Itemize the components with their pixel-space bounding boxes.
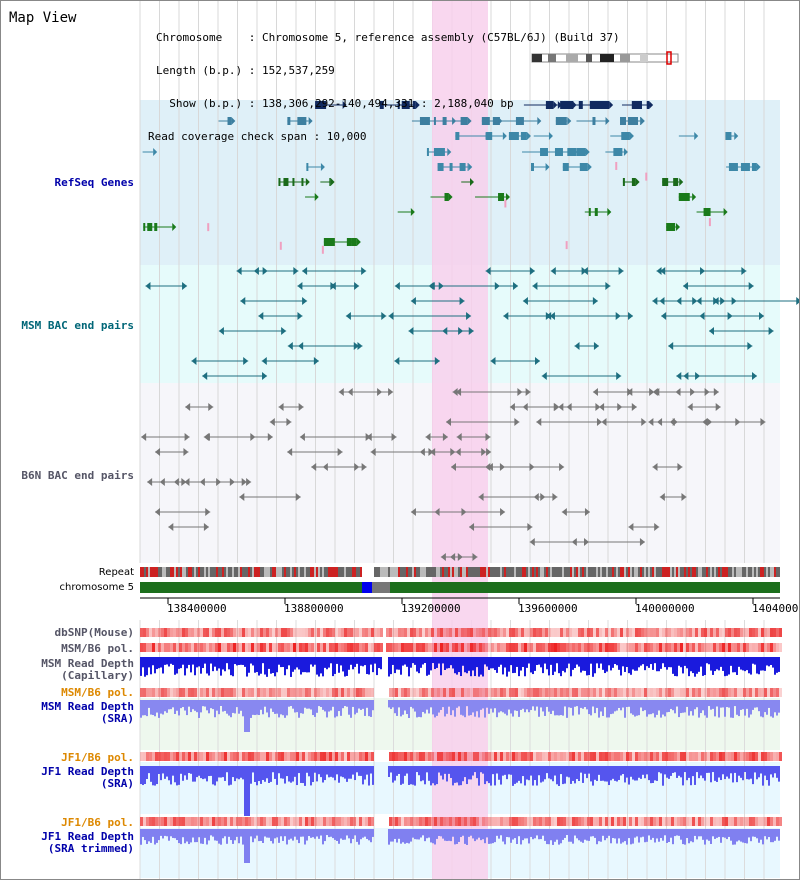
gap-marker <box>362 582 372 593</box>
track-label-jf1-read-depth-trimmed[interactable]: JF1 Read Depth (SRA trimmed) <box>41 830 134 855</box>
axis-tick-label: 138400000 <box>167 602 227 615</box>
chromosome-bar <box>140 582 780 593</box>
track-label-msm-b6-pol-sra[interactable]: MSM/B6 pol. <box>61 686 134 699</box>
length-info: Length (b.p.) : 152,537,259 <box>156 64 335 77</box>
axis-tick-label: 139200000 <box>401 602 461 615</box>
track-label-msm-read-depth-capillary[interactable]: MSM Read Depth (Capillary) <box>41 657 134 682</box>
track-label-chromosome[interactable]: chromosome 5 <box>59 582 134 593</box>
axis-tick-label: 1404000 <box>752 602 799 615</box>
track-label-jf1-b6-pol[interactable]: JF1/B6 pol. <box>61 751 134 764</box>
track-label-dbsnp[interactable]: dbSNP(Mouse) <box>54 626 134 639</box>
view-title: Map View <box>9 10 77 26</box>
track-label-refseq[interactable]: RefSeq Genes <box>54 176 134 189</box>
track-label-b6n-bac[interactable]: B6N BAC end pairs <box>21 469 134 482</box>
ideogram-position-marker <box>666 51 672 65</box>
track-label-msm-bac[interactable]: MSM BAC end pairs <box>21 319 134 332</box>
track-label-jf1-read-depth[interactable]: JF1 Read Depth (SRA) <box>41 765 134 790</box>
chromosome-info: Chromosome : Chromosome 5, reference ass… <box>156 31 620 44</box>
region-info: Chromosome : Chromosome 5, reference ass… <box>148 10 620 164</box>
axis-tick-label: 140000000 <box>635 602 695 615</box>
track-label-msm-b6-pol[interactable]: MSM/B6 pol. <box>61 642 134 655</box>
highlighted-region <box>432 0 488 880</box>
track-label-msm-read-depth-sra[interactable]: MSM Read Depth (SRA) <box>41 700 134 725</box>
axis-tick-label: 138800000 <box>284 602 344 615</box>
axis-tick-label: 139600000 <box>518 602 578 615</box>
track-label-jf1-b6-pol-2[interactable]: JF1/B6 pol. <box>61 816 134 829</box>
read-coverage-info: Read coverage check span : 10,000 <box>148 130 367 143</box>
track-label-repeat[interactable]: Repeat <box>98 567 134 578</box>
show-range-info: Show (b.p.) : 138,306,292-140,494,331 : … <box>156 97 514 110</box>
